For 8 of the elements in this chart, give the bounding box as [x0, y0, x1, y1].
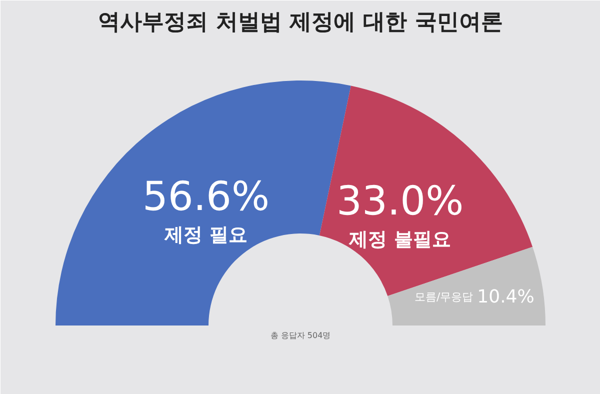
slice-label: 모름/무응답 [414, 290, 474, 304]
chart-title: 역사부정죄 처벌법 제정에 대한 국민여론 [98, 10, 503, 35]
data-label: 10.4% [477, 286, 534, 308]
slice-label: 제정 불필요 [348, 228, 451, 250]
slice-label: 제정 필요 [164, 224, 248, 246]
text: 총 응답자 504명 [270, 331, 331, 340]
data-label: 56.6% [142, 174, 270, 220]
data-label: 33.0% [336, 178, 464, 224]
